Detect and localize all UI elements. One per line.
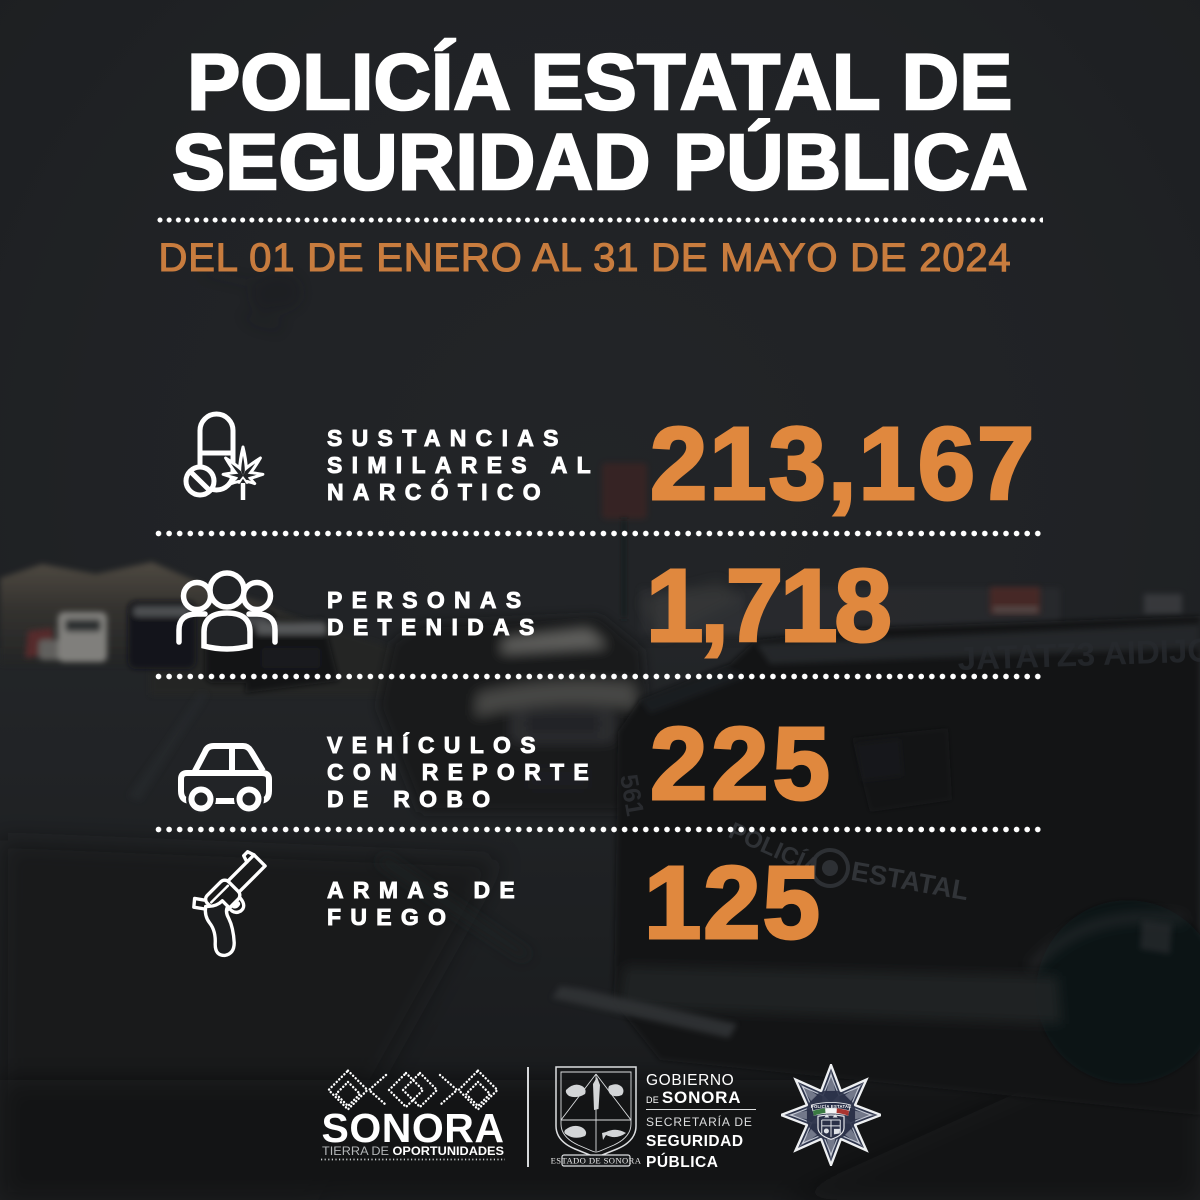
svg-text:POLICÍA ESTATAL: POLICÍA ESTATAL — [811, 1104, 851, 1109]
svg-text:JATATZ3 AIDIJO: JATATZ3 AIDIJO — [957, 631, 1200, 677]
svg-text:SONORA: SONORA — [322, 1105, 505, 1151]
svg-text:ESTADO DE SONORA: ESTADO DE SONORA — [551, 1156, 641, 1166]
svg-text:TIERRA DE OPORTUNIDADES: TIERRA DE OPORTUNIDADES — [322, 1145, 504, 1158]
